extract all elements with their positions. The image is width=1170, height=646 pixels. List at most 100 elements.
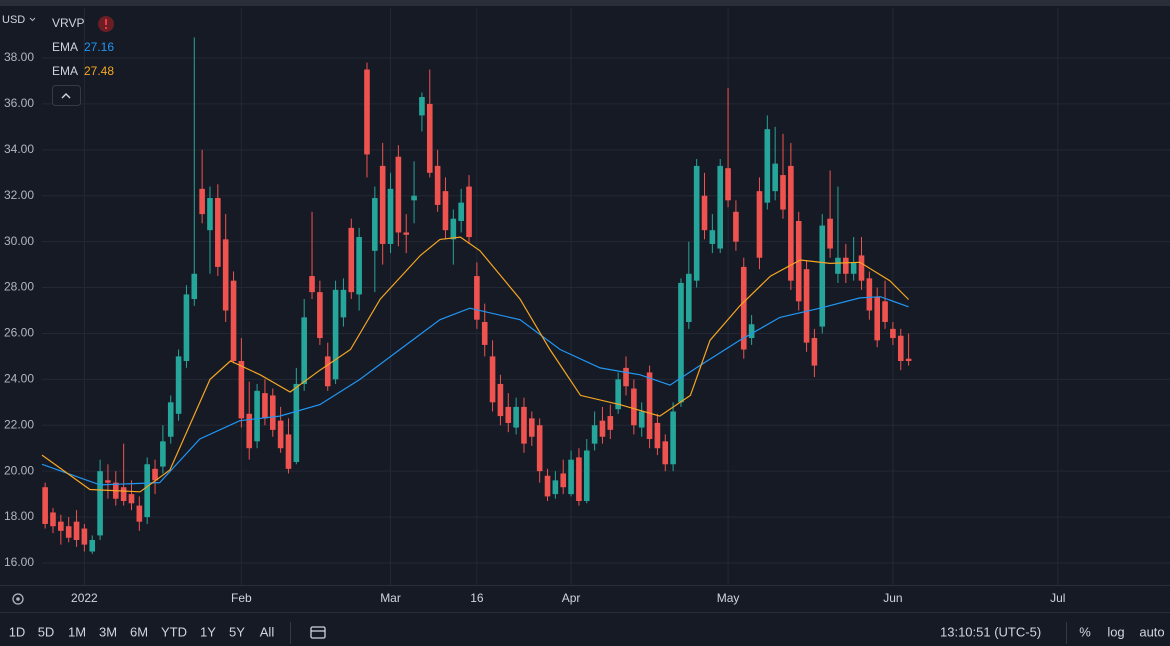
y-tick-label: 24.00 [4,372,34,386]
range-button[interactable]: 1D [9,624,26,639]
y-tick-label: 16.00 [4,555,34,569]
range-button[interactable]: YTD [161,624,187,639]
candle-body [301,317,307,384]
legend-value: 27.16 [84,40,114,54]
scale-option[interactable]: log [1107,624,1124,639]
x-tick-label: Jun [883,591,902,605]
chart [41,8,1170,585]
range-button[interactable]: 1M [68,624,86,639]
y-tick-label: 28.00 [4,280,34,294]
candle-body [474,276,480,320]
range-button[interactable]: 5Y [229,624,245,639]
candle-body [199,188,205,215]
candle-body [686,273,692,322]
candle-body [788,165,794,281]
candle-body [348,227,355,293]
candle-body [623,367,629,387]
candle-body [207,198,213,231]
candle-body [521,406,527,444]
candle-body [764,129,771,203]
candle-body [662,441,669,465]
x-tick-label: Apr [562,591,581,605]
candle-body [646,372,653,440]
candle-body [73,521,80,541]
warning-dot [105,27,107,29]
legend-name: EMA [52,64,78,78]
candle-body [615,379,621,410]
candle-body [50,512,56,527]
candle-body [372,198,378,251]
candle-body [356,237,362,295]
candle-body [725,168,731,201]
candle-body [136,505,143,522]
candle-body [591,425,598,444]
x-tick-label: May [717,591,740,605]
candle-body [654,422,661,449]
candle-body [387,188,394,244]
range-button[interactable]: 1Y [200,624,216,639]
candle-body [552,480,559,495]
candle-body [678,282,684,403]
clock[interactable]: 13:10:51 (UTC-5) [940,624,1041,639]
candle-body [324,356,331,387]
settings-icon[interactable] [12,593,24,605]
range-button[interactable]: 5D [38,624,55,639]
x-tick-label: Mar [380,591,401,605]
y-tick-label: 30.00 [4,234,34,248]
candle-body [513,406,519,428]
range-button[interactable]: 6M [130,624,148,639]
candle-body [246,413,253,449]
candle-body [97,471,103,536]
scale-option[interactable]: % [1079,624,1091,639]
top-border [0,0,1170,6]
candle-body [733,211,739,242]
candle-body [638,411,645,428]
candle-body [631,388,637,426]
candle-body [544,475,551,497]
candle-body [740,266,747,350]
scale-option[interactable]: auto [1139,624,1164,639]
candle-body [238,360,245,419]
x-tick-label: 16 [470,591,484,605]
y-tick-label: 32.00 [4,188,34,202]
candle-body [497,383,504,417]
date-range-icon[interactable] [310,626,326,639]
candle-body [489,356,496,403]
indicator-name[interactable]: VRVP [52,16,84,30]
candle-body [717,165,724,249]
candle-body [458,202,464,221]
candle-body [379,165,386,244]
y-tick-label: 18.00 [4,509,34,523]
collapse-button[interactable] [52,85,81,106]
candle-body [89,540,96,552]
candle-body [395,156,402,233]
candle-body [568,459,574,495]
candle-body [583,450,590,501]
collapse-chevron [61,93,71,99]
candle-body [332,289,339,380]
candle-body [709,230,716,244]
candle-body [890,328,896,339]
range-button[interactable]: All [260,624,275,639]
candle-body [450,218,457,240]
candle-body [858,255,865,281]
candle-body [701,195,708,231]
warning-mark [105,19,107,25]
candle-body [803,269,810,343]
candle-body [843,257,849,274]
candle-body [175,356,182,414]
y-tick-label: 26.00 [4,326,34,340]
y-tick-label: 34.00 [4,142,34,156]
candle-body [442,191,449,231]
currency[interactable]: USD [2,14,25,26]
candle-body [866,278,873,311]
candle-body [293,383,300,462]
candle-body [560,473,567,488]
legend-name: EMA [52,40,78,54]
candle-body [222,239,229,311]
range-button[interactable]: 3M [99,624,117,639]
candle-body [536,425,543,472]
candle-body [167,402,174,437]
candle-body [269,395,276,430]
